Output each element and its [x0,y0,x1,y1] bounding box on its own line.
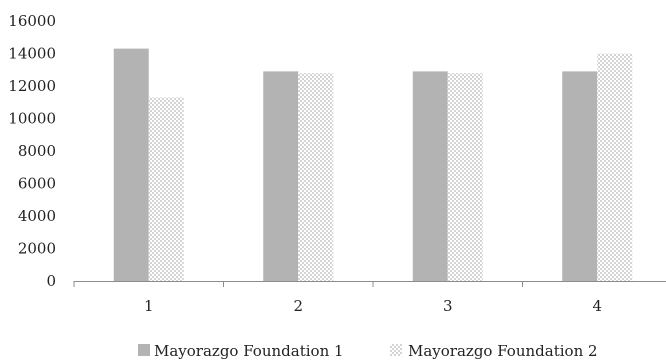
bar-series-2-category-4 [597,53,633,281]
y-tick-label: 14000 [8,45,56,63]
bar-series-2-category-1 [148,97,184,281]
bar-series-2-category-3 [447,73,483,281]
y-tick-label: 0 [46,272,56,290]
bar-series-1-category-2 [263,71,299,281]
legend: Mayorazgo Foundation 1 Mayorazgo Foundati… [138,342,598,360]
bar-series-2-category-2 [298,73,334,281]
y-tick-label: 12000 [8,77,56,95]
legend-swatch-series-1 [138,344,150,356]
x-tick-label: 4 [592,297,602,315]
y-tick-label: 4000 [18,207,56,225]
legend-swatch-series-2 [390,344,402,356]
x-tick-label: 2 [293,297,303,315]
y-tick-label: 16000 [8,12,56,30]
bar-series-1-category-1 [113,48,149,281]
y-tick-label: 6000 [18,175,56,193]
bar-series-1-category-3 [412,71,448,281]
bars-group [113,48,633,281]
y-tick-label: 10000 [8,110,56,128]
x-axis-ticks: 1 2 3 4 [73,281,602,315]
x-tick-label: 3 [443,297,453,315]
legend-label-series-1: Mayorazgo Foundation 1 [154,342,344,360]
y-tick-label: 2000 [18,240,56,258]
legend-label-series-2: Mayorazgo Foundation 2 [408,342,598,360]
bar-series-1-category-4 [562,71,598,281]
y-tick-label: 8000 [18,142,56,160]
y-axis-ticks: 0 2000 4000 6000 8000 10000 12000 14000 16000 [8,12,56,290]
x-tick-label: 1 [144,297,154,315]
